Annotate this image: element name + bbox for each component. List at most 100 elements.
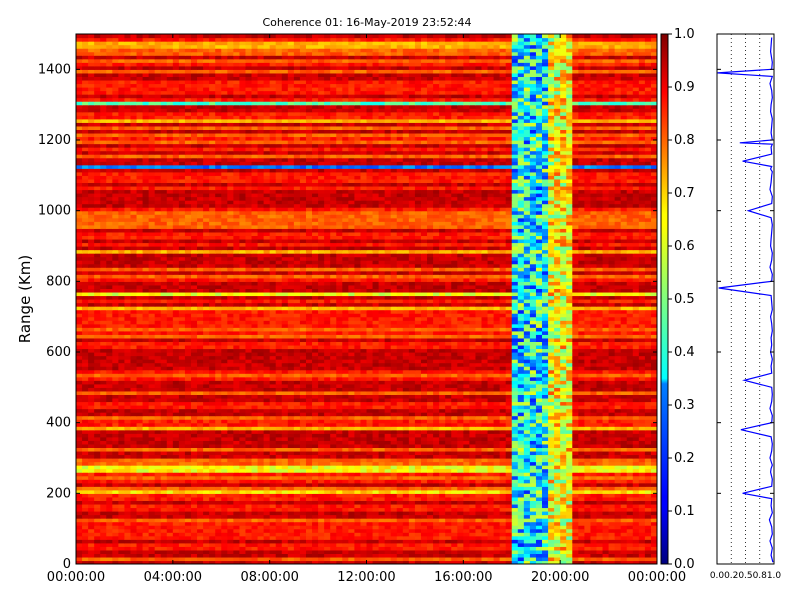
heatmap-cell [644,472,652,477]
heatmap-cell [529,468,537,473]
heatmap-cell [299,415,307,420]
heatmap-cell [638,532,646,537]
heatmap-cell [100,465,107,470]
heatmap-cell [644,479,652,484]
heatmap-cell [124,560,132,564]
heatmap-cell [548,426,555,431]
heatmap-cell [626,489,634,494]
heatmap-cell [209,493,216,498]
heatmap-cell [287,542,295,547]
heatmap-cell [566,472,573,477]
heatmap-cell [650,394,657,399]
heatmap-cell [372,535,380,540]
heatmap-cell [184,461,192,466]
heatmap-cell [620,450,628,456]
heatmap-cell [439,472,446,477]
heatmap-cell [408,500,416,505]
heatmap-cell [451,511,458,516]
heatmap-cell [457,521,464,526]
heatmap-cell [263,429,271,434]
heatmap-cell [354,426,362,431]
heatmap-cell [76,518,83,523]
heatmap-cell [445,454,452,459]
heatmap-cell [293,521,301,526]
heatmap-cell [620,507,628,512]
heatmap-cell [245,528,253,533]
heatmap-cell [239,518,247,523]
heatmap-cell [481,454,489,459]
heatmap-cell [160,465,168,470]
heatmap-cell [511,486,519,491]
heatmap-cell [305,518,313,523]
heatmap-cell [548,405,555,410]
heatmap-cell [124,549,132,554]
heatmap-cell [511,553,519,558]
heatmap-cell [336,496,343,501]
heatmap-cell [245,429,253,434]
heatmap-cell [263,539,271,544]
heatmap-cell [293,518,301,523]
heatmap-cell [148,383,156,388]
heatmap-cell [632,532,640,537]
heatmap-cell [578,528,585,533]
heatmap-cell [124,447,132,452]
heatmap-cell [312,511,319,516]
heatmap-cell [354,450,362,456]
heatmap-cell [644,461,652,466]
heatmap-cell [644,383,652,388]
heatmap-cell [499,415,507,420]
heatmap-cell [118,549,126,554]
heatmap-cell [566,419,573,424]
heatmap-cell [348,458,355,463]
heatmap-cell [287,468,295,473]
heatmap-cell [451,447,458,452]
heatmap-cell [233,383,241,388]
heatmap-cell [620,542,628,547]
heatmap-cell [88,408,95,413]
heatmap-cell [318,546,325,551]
heatmap-cell [172,525,180,530]
heatmap-cell [245,486,253,491]
heatmap-cell [312,553,319,558]
heatmap-cell [324,518,331,523]
heatmap-cell [644,412,652,417]
heatmap-cell [263,405,271,410]
heatmap-cell [427,436,434,441]
heatmap-cell [184,472,192,477]
heatmap-cell [215,408,222,413]
heatmap-cell [481,387,489,392]
heatmap-cell [94,461,101,466]
heatmap-cell [318,419,325,424]
heatmap-cell [632,458,640,463]
heatmap-cell [638,443,646,448]
heatmap-cell [293,436,301,441]
heatmap-cell [233,447,241,452]
heatmap-cell [439,496,446,501]
heatmap-cell [427,394,434,399]
heatmap-cell [209,539,216,544]
heatmap-cell [566,458,573,463]
heatmap-cell [293,415,301,420]
heatmap-cell [184,440,192,445]
heatmap-cell [366,489,374,494]
heatmap-cell [348,472,355,477]
heatmap-cell [342,440,349,445]
heatmap-cell [384,503,392,509]
heatmap-cell [136,532,144,537]
heatmap-cell [94,475,101,480]
heatmap-cell [499,422,507,427]
heatmap-cell [433,507,440,512]
heatmap-cell [596,514,604,519]
heatmap-cell [638,556,646,562]
heatmap-cell [378,433,386,438]
heatmap-cell [427,532,434,537]
heatmap-cell [233,486,241,491]
heatmap-cell [590,387,598,392]
heatmap-cell [251,482,259,487]
heatmap-cell [451,440,458,445]
heatmap-cell [535,433,543,438]
heatmap-cell [445,387,452,392]
heatmap-cell [305,458,313,463]
heatmap-cell [275,387,283,392]
heatmap-cell [396,532,404,537]
